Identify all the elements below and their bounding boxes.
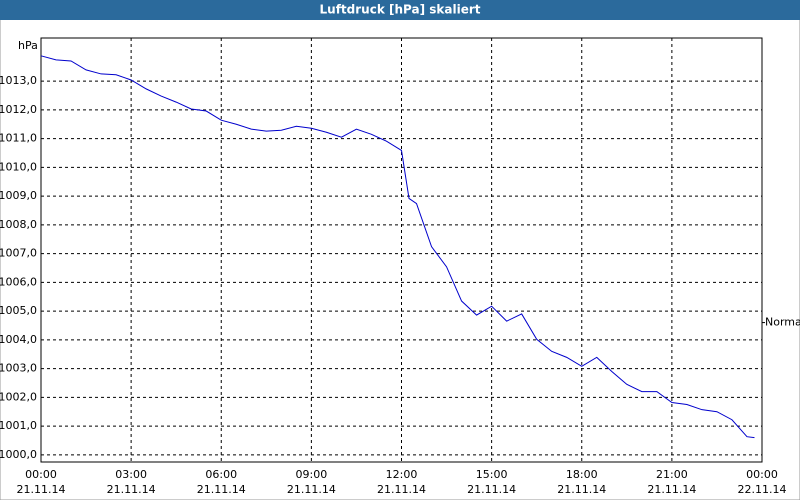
x-tick-label: 09:00: [296, 468, 328, 481]
y-tick-label: 1005,0: [0, 304, 37, 317]
chart-title: Luftdruck [hPa] skaliert: [320, 3, 481, 17]
x-tick-date: 22.11.14: [738, 483, 787, 496]
y-tick-label: 1010,0: [0, 160, 37, 173]
x-tick-date: 21.11.14: [557, 483, 606, 496]
x-tick-label: 15:00: [476, 468, 508, 481]
x-tick-label: 03:00: [115, 468, 147, 481]
x-tick-label: 00:00: [746, 468, 778, 481]
x-tick-date: 21.11.14: [467, 483, 516, 496]
y-tick-label: 1004,0: [0, 333, 37, 346]
y-axis-label: hPa: [18, 39, 38, 52]
x-tick-date: 21.11.14: [377, 483, 426, 496]
annotation-label: Normal: [765, 316, 800, 329]
y-tick-label: 1001,0: [0, 419, 37, 432]
x-tick-date: 21.11.14: [197, 483, 246, 496]
x-tick-date: 21.11.14: [287, 483, 336, 496]
x-tick-label: 12:00: [386, 468, 418, 481]
y-tick-label: 1011,0: [0, 132, 37, 145]
y-tick-label: 1012,0: [0, 103, 37, 116]
y-tick-label: 1008,0: [0, 218, 37, 231]
line-series: [40, 55, 755, 439]
y-tick-label: 1003,0: [0, 362, 37, 375]
y-tick-label: 1009,0: [0, 189, 37, 202]
x-tick-date: 21.11.14: [17, 483, 66, 496]
title-bar: [0, 0, 800, 20]
y-tick-label: 1006,0: [0, 275, 37, 288]
y-tick-label: 1013,0: [0, 74, 37, 87]
x-tick-label: 18:00: [566, 468, 598, 481]
x-tick-label: 21:00: [656, 468, 688, 481]
x-tick-label: 00:00: [25, 468, 57, 481]
x-tick-label: 06:00: [205, 468, 237, 481]
y-tick-label: 1002,0: [0, 390, 37, 403]
x-tick-date: 21.11.14: [647, 483, 696, 496]
y-tick-label: 1000,0: [0, 448, 37, 461]
y-tick-label: 1007,0: [0, 247, 37, 260]
x-tick-date: 21.11.14: [107, 483, 156, 496]
